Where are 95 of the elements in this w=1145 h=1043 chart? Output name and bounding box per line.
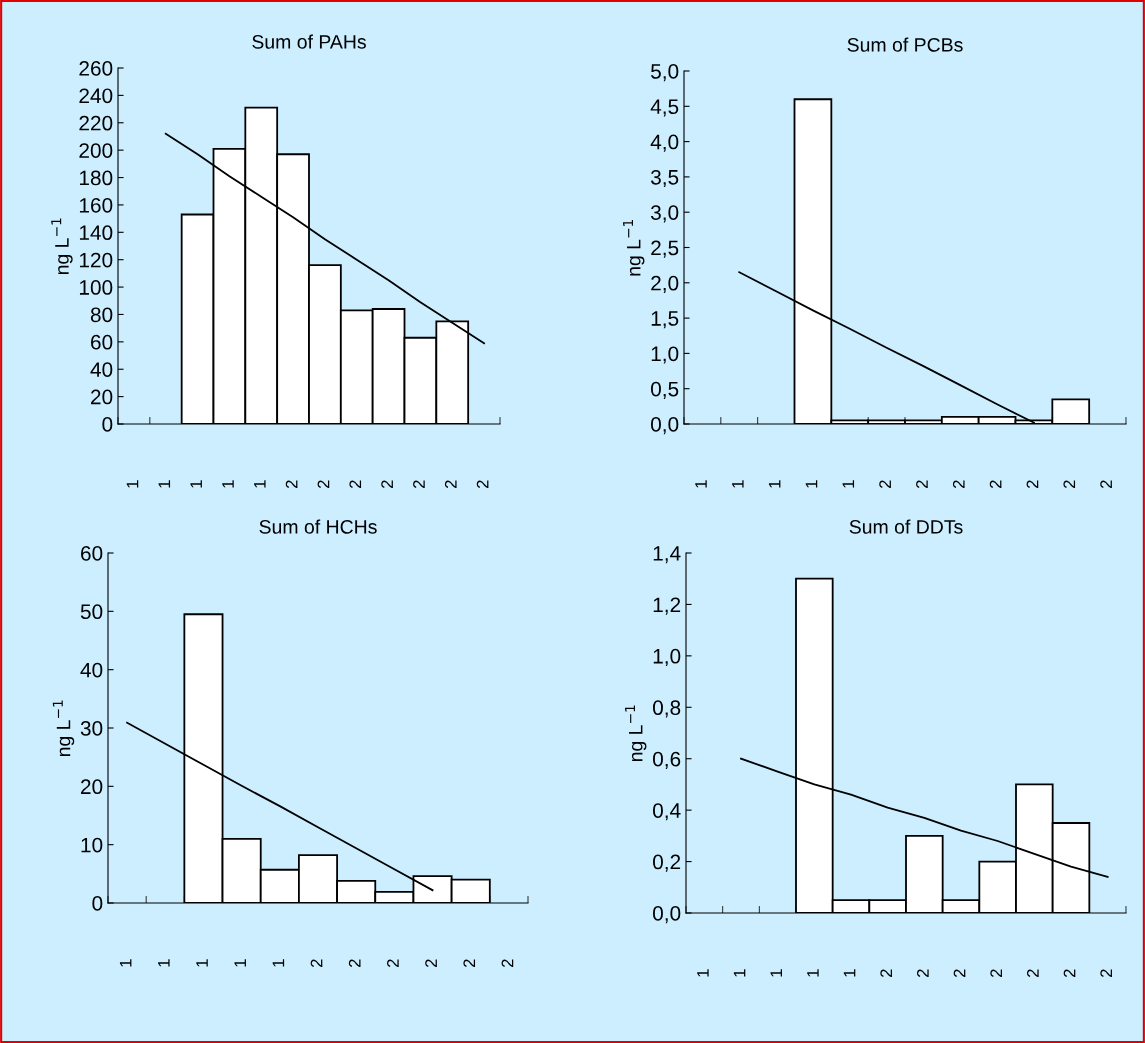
x-tick-label: 1 <box>254 480 266 488</box>
x-tick-label: 2 <box>317 480 330 488</box>
y-tick-label: 50 <box>80 604 103 620</box>
x-tick-label: 1 <box>843 969 856 977</box>
x-tick-label: 1 <box>733 969 746 977</box>
x-tick-label: 2 <box>952 480 965 488</box>
y-tick-label: 0 <box>92 896 103 911</box>
x-tick-label: 1 <box>158 959 170 967</box>
x-tick-label: 2 <box>953 969 966 977</box>
x-tick-label: 1 <box>196 959 208 967</box>
x-tick-label: 1 <box>770 969 782 977</box>
y-tick-label: 30 <box>80 721 103 736</box>
y-tick-label: 1,5 <box>651 311 679 329</box>
x-tick-label: 1 <box>697 969 709 977</box>
y-tick-label: 0,6 <box>652 751 681 769</box>
y-tick-label: 4,5 <box>650 99 679 117</box>
y-tick-label: 0,0 <box>652 906 681 924</box>
x-tick-label: 2 <box>444 480 457 488</box>
x-tick-label: 2 <box>381 480 393 488</box>
y-tick-label: 0,4 <box>652 803 681 821</box>
y-tick-label: 2,0 <box>651 275 679 294</box>
y-tick-label: 20 <box>81 779 103 795</box>
x-tick-label: 2 <box>285 480 298 488</box>
x-tick-label: 2 <box>1100 480 1112 488</box>
y-tick-label: 0,0 <box>650 417 679 435</box>
y-tick-label: 40 <box>90 362 113 377</box>
y-tick-label: 60 <box>81 546 103 561</box>
x-tick-label: 2 <box>1026 480 1039 488</box>
x-tick-label: 1 <box>158 480 171 488</box>
y-tick-label: 2,5 <box>651 240 679 258</box>
x-tick-label: 2 <box>476 480 489 488</box>
y-tick-label: 220 <box>79 115 113 131</box>
x-tick-label: 1 <box>805 480 818 488</box>
y-axis-title: ng L$^{−1}$ <box>52 700 75 757</box>
x-tick-label: 1 <box>190 480 202 488</box>
y-axis-title: ng L$^{−1}$ <box>51 218 73 275</box>
y-tick-label: 180 <box>79 170 113 186</box>
y-tick-label: 0,2 <box>652 854 681 872</box>
x-tick-label: 2 <box>1063 480 1076 488</box>
y-tick-label: 0,8 <box>652 700 681 718</box>
x-tick-label: 2 <box>989 480 1002 488</box>
y-tick-label: 3,0 <box>650 205 679 223</box>
x-tick-label: 2 <box>917 969 929 977</box>
x-tick-label: 2 <box>1027 969 1039 977</box>
y-tick-label: 4,0 <box>650 134 679 152</box>
x-tick-label: 1 <box>732 480 744 488</box>
y-tick-label: 80 <box>90 307 113 323</box>
x-tick-label: 2 <box>501 959 514 967</box>
x-tick-label: 1 <box>119 959 132 967</box>
x-tick-label: 2 <box>916 480 928 488</box>
y-tick-label: 100 <box>79 280 113 295</box>
y-tick-label: 1,0 <box>653 648 681 667</box>
y-tick-label: 40 <box>80 662 103 678</box>
x-tick-label: 1 <box>695 480 707 488</box>
x-tick-label: 1 <box>768 480 781 488</box>
chart-title: Sum of PCBs <box>847 37 963 52</box>
y-tick-label: 140 <box>79 225 113 241</box>
x-tick-label: 2 <box>310 959 323 967</box>
x-tick-label: 2 <box>425 959 437 967</box>
chart-title: Sum of PAHs <box>252 34 366 49</box>
y-tick-label: 0,5 <box>650 381 679 399</box>
x-tick-label: 2 <box>990 969 1002 977</box>
x-tick-label: 2 <box>1100 969 1112 977</box>
y-tick-label: 1,4 <box>653 546 681 564</box>
x-tick-label: 2 <box>387 959 399 967</box>
x-tick-label: 1 <box>807 969 819 977</box>
x-tick-label: 2 <box>880 969 892 977</box>
y-axis-title: ng L$^{−1}$ <box>625 705 647 762</box>
x-tick-label: 1 <box>842 480 855 488</box>
x-tick-label: 1 <box>272 959 285 967</box>
x-tick-label: 2 <box>879 480 891 488</box>
x-tick-label: 1 <box>222 480 234 488</box>
chart-title: Sum of DDTs <box>849 519 963 534</box>
x-tick-label: 2 <box>349 480 362 488</box>
x-tick-label: 2 <box>348 959 361 967</box>
x-tick-label: 2 <box>413 480 425 488</box>
x-tick-label: 2 <box>463 959 476 967</box>
y-tick-label: 160 <box>79 197 113 213</box>
y-tick-label: 1,2 <box>653 597 681 615</box>
y-tick-label: 20 <box>91 389 113 405</box>
y-tick-label: 60 <box>91 334 113 350</box>
y-axis-title: ng L$^{−1}$ <box>623 220 645 276</box>
y-tick-label: 260 <box>79 61 113 76</box>
x-tick-label: 2 <box>1063 969 1076 977</box>
y-tick-label: 240 <box>79 88 113 104</box>
y-tick-label: 0 <box>102 417 113 432</box>
y-tick-label: 120 <box>79 252 113 268</box>
y-tick-label: 3,5 <box>650 169 679 188</box>
y-tick-label: 1,0 <box>651 346 679 364</box>
y-tick-label: 10 <box>81 837 103 853</box>
x-tick-label: 1 <box>234 959 246 967</box>
y-tick-label: 200 <box>79 143 113 158</box>
chart-title: Sum of HCHs <box>259 519 377 534</box>
y-tick-label: 5,0 <box>651 64 679 82</box>
x-tick-label: 1 <box>126 480 139 488</box>
